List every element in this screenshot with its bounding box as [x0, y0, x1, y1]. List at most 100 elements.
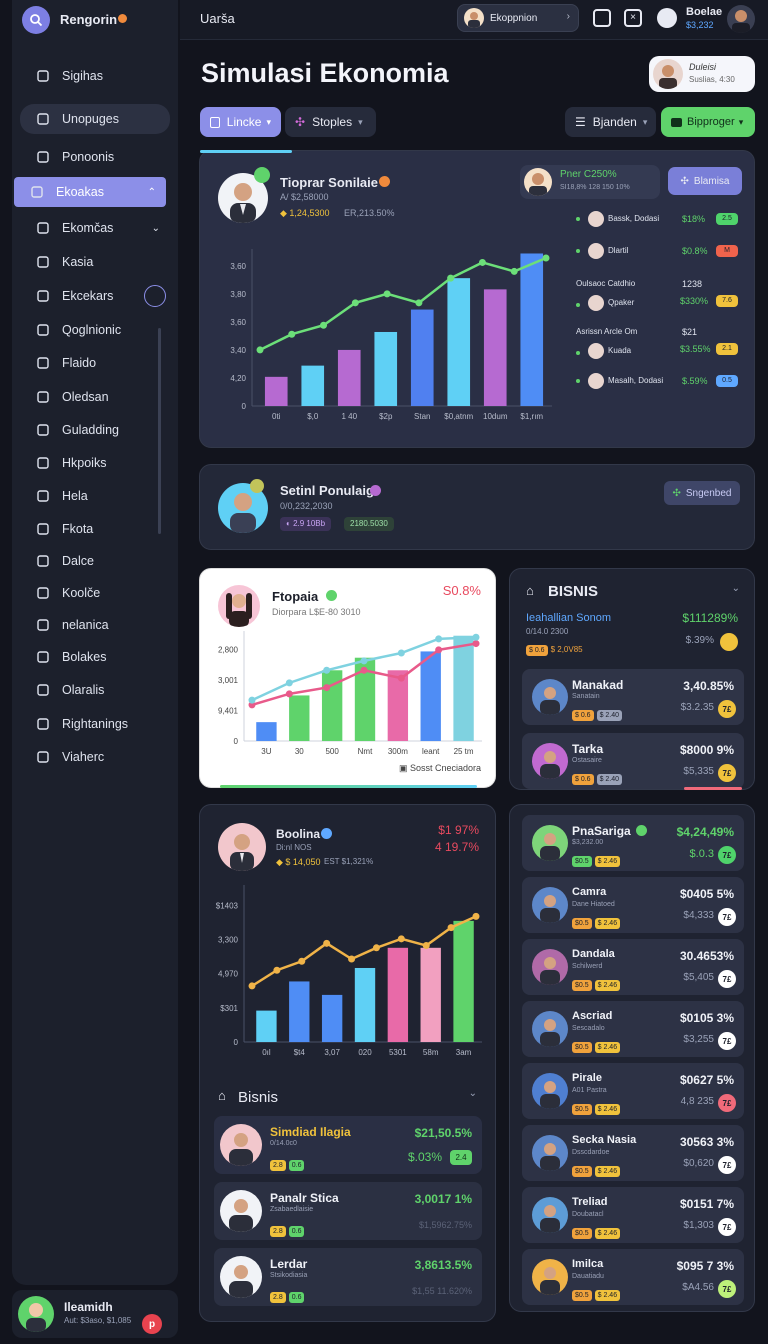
- sidebar-item-ponoonis[interactable]: Ponoonis: [20, 142, 170, 172]
- legend-value: $18%: [682, 214, 706, 224]
- row-sub: Doubatacl: [572, 1211, 604, 1218]
- sidebar-item-kool-e[interactable]: Koolče: [20, 578, 170, 608]
- legend-item[interactable]: Masalh, Dodasi $.59% 0.5: [576, 373, 741, 403]
- row-value: 30563 3%: [679, 1135, 734, 1149]
- sidebar-item-flaido[interactable]: Flaido: [20, 348, 170, 378]
- toolbar-btn-lincke[interactable]: Lincke ▾: [200, 107, 281, 137]
- legend-item[interactable]: Bassk, Dodasi $18% 2.5: [576, 211, 741, 241]
- grid-icon[interactable]: ×: [624, 9, 642, 27]
- people-row[interactable]: Camra Dane Hiatoed $0.5 $ 2.46 $0405 5% $4,33…: [522, 877, 744, 933]
- toolbar-btn-stoples[interactable]: ✣ Stoples ▾: [285, 107, 376, 137]
- series-point: [472, 912, 480, 920]
- app-logo[interactable]: [22, 6, 50, 34]
- sidebar-item-bolakes[interactable]: Bolakes: [20, 642, 170, 672]
- legend-item[interactable]: Dlartil $0.8% M: [576, 243, 741, 273]
- home-icon: ⌂: [526, 583, 534, 598]
- row-value: $0151 7%: [679, 1197, 734, 1211]
- x-tick-label: 5301: [389, 1048, 407, 1057]
- row-name: Pirale: [572, 1072, 602, 1084]
- series-line: [259, 256, 547, 352]
- sidebar-item-ekcekars[interactable]: Ekcekars: [20, 281, 170, 311]
- sidebar-item-ekoakas[interactable]: Ekoakas ⌃: [14, 177, 166, 207]
- y-tick-label: 2,800: [218, 645, 239, 654]
- sidebar-item-kasia[interactable]: Kasia: [20, 247, 170, 277]
- people-row[interactable]: Dandala Schilwerd $0.5 $ 2.46 30.4653% $5,405…: [522, 939, 744, 995]
- sidebar-item-unopuges[interactable]: Unopuges: [20, 104, 170, 134]
- chevron-up-icon: ⌃: [147, 186, 156, 198]
- sidebar-item-ekom-as[interactable]: Ekomčas ⌄: [20, 213, 170, 243]
- camera-icon[interactable]: [657, 8, 677, 28]
- bisnis-row[interactable]: Tarka Ostasaire $ 0.6 $ 2.40 $8000 9% $5,335 7…: [522, 733, 744, 789]
- card1-title-badge: [379, 176, 390, 187]
- chevron-down-icon[interactable]: ⌄: [468, 1088, 477, 1099]
- sngenbed-button[interactable]: ✣ Sngenbed: [664, 481, 740, 505]
- row-tags: 2.8 0.6: [270, 1286, 307, 1304]
- boolina-card: Boolina Di:nl NOS ◆ $ 14,050 EST $1,321%…: [199, 804, 496, 1072]
- bisnis-list-row[interactable]: Lerdar Stsikodiasia 2.8 0.6 3,8613.5% $1,55 1…: [214, 1248, 482, 1306]
- chart-1: 0 4,20 3,40 3,60 3,80 3,60 0ti $,0 1 40 $2p Stan $0…: [230, 249, 552, 421]
- row-tags: $ 0.6 $ 2.40: [572, 704, 625, 722]
- people-row[interactable]: Pirale A01 Pastra $0.5 $ 2.46 $0627 5% 4,8 23…: [522, 1063, 744, 1119]
- row-avatar: [532, 679, 568, 715]
- nav-item-icon: [34, 454, 52, 472]
- bisnis-list-row[interactable]: Simdiad Ilagia 0/14.0c0 2.8 0.6 $21,50.5% $.0…: [214, 1116, 482, 1174]
- legend-item[interactable]: Oulsaoc Catdhio Qpaker 1238 $330% 7.6: [576, 279, 741, 311]
- toolbar-btn-bjanden[interactable]: ☰ Bjanden ▾: [565, 107, 656, 137]
- row-value: $4,24,49%: [676, 825, 734, 839]
- profile-avatar[interactable]: [727, 5, 755, 33]
- row-value: $0405 5%: [679, 887, 734, 901]
- app-status-dot: [118, 14, 127, 23]
- toolbar-btn-bipproger[interactable]: Bipproger ▾: [661, 107, 755, 137]
- sidebar-item-label: Olaralis: [62, 683, 105, 697]
- people-row[interactable]: Imilca Dauatiadu $0.5 $ 2.46 $095 7 3% $A4.56…: [522, 1249, 744, 1305]
- blamisa-button[interactable]: ✣ Blamisa: [668, 167, 742, 195]
- chevron-down-icon[interactable]: ⌄: [731, 583, 740, 594]
- calendar-icon[interactable]: [593, 9, 611, 27]
- row-value2: $5,405: [683, 972, 714, 983]
- card3-sub: Diorpara L$E-80 3010: [272, 607, 361, 617]
- sidebar-item-sigihas[interactable]: Sigihas: [20, 61, 170, 91]
- sidebar-item-oledsan[interactable]: Oledsan: [20, 382, 170, 412]
- legend-item[interactable]: Asrissn Arcle Om Kuada $21 $3.55% 2.1: [576, 327, 741, 359]
- filter-chip[interactable]: Pner C250% SI18,8% 128 150 10%: [520, 165, 660, 199]
- loader-icon[interactable]: [144, 285, 166, 307]
- x-tick-label: $t4: [294, 1048, 306, 1057]
- legend-avatar: [588, 373, 604, 389]
- row-tags: $0.5 $ 2.46: [572, 850, 623, 868]
- sidebar-item-label: Koolče: [62, 586, 101, 600]
- bar: [387, 670, 409, 741]
- sidebar-item-viaherc[interactable]: Viaherc: [20, 742, 170, 772]
- footer-p-icon[interactable]: p: [142, 1314, 162, 1334]
- user-chip[interactable]: Ekoppnion ›: [457, 4, 579, 32]
- bar: [410, 309, 434, 406]
- row-sub: $3,232.00: [572, 839, 604, 846]
- card1-stat1-value: 1,24,5300: [289, 208, 330, 218]
- people-row[interactable]: Treliad Doubatacl $0.5 $ 2.46 $0151 7% $1,303…: [522, 1187, 744, 1243]
- sidebar-item-nelanica[interactable]: nelanica: [20, 610, 170, 640]
- chevron-down-icon: ▾: [266, 116, 271, 127]
- people-row[interactable]: PnaSariga $3,232.00 $0.5 $ 2.46 $4,24,49% $.0…: [522, 815, 744, 871]
- sidebar-item-guladding[interactable]: Guladding: [20, 415, 170, 445]
- sidebar-item-hkpoiks[interactable]: Hkpoiks: [20, 448, 170, 478]
- sidebar-item-rightanings[interactable]: Rightanings: [20, 709, 170, 739]
- bisnis-row[interactable]: Manakad Sanatain $ 0.6 $ 2.40 3,40.85% $3.2.3…: [522, 669, 744, 725]
- sidebar-item-fkota[interactable]: Fkota: [20, 514, 170, 544]
- header-user-card[interactable]: Duleisi Suslias, 4:30: [649, 56, 755, 92]
- sidebar-item-qoglnionic[interactable]: Qoglnionic: [20, 315, 170, 345]
- sidebar-item-olaralis[interactable]: Olaralis: [20, 675, 170, 705]
- row-badge-icon: 7£: [718, 970, 736, 988]
- nav-item-icon: [34, 321, 52, 339]
- people-row[interactable]: Ascriad Sescadalo $0.5 $ 2.46 $0105 3% $3,255…: [522, 1001, 744, 1057]
- series-point: [256, 346, 264, 354]
- row-tags: $0.5 $ 2.46: [572, 1284, 623, 1302]
- sidebar-footer[interactable]: Ileamidh Aut: $3aso, $1,085 p: [12, 1290, 178, 1338]
- bisnis-list-row[interactable]: Panalr Stica Zsabaedlaisie 2.8 0.6 3,0017 1%…: [214, 1182, 482, 1240]
- row-value: $0105 3%: [679, 1011, 734, 1025]
- series-point: [397, 674, 405, 682]
- sidebar-scrollbar[interactable]: [158, 328, 161, 534]
- series-point: [478, 258, 486, 266]
- sidebar-item-hela[interactable]: Hela: [20, 481, 170, 511]
- legend-name: Bassk, Dodasi: [608, 214, 660, 223]
- people-row[interactable]: Secka Nasia Dsscdardoe $0.5 $ 2.46 30563 3% $…: [522, 1125, 744, 1181]
- sidebar-item-dalce[interactable]: Dalce: [20, 546, 170, 576]
